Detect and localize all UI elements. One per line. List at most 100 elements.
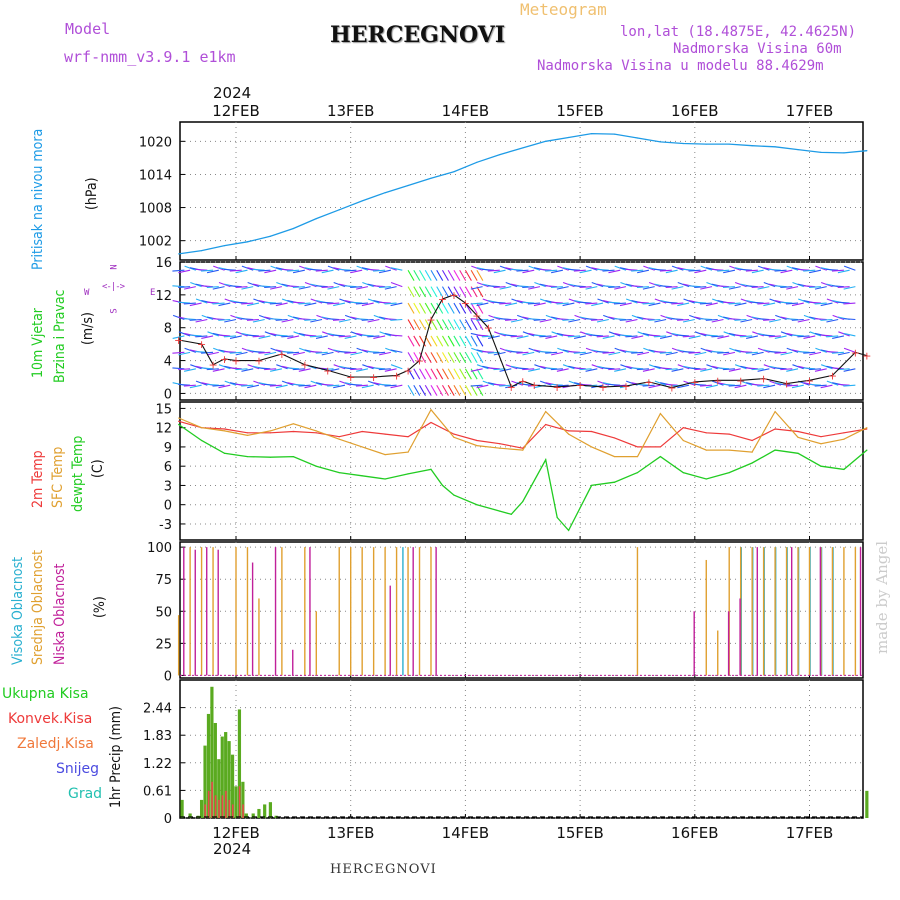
wind-barb [321,301,334,304]
wind-speed-line-point [407,369,409,372]
wind-barb [831,351,844,354]
wind-barb [476,269,484,281]
wind-speed-line-point [395,374,398,376]
wind-barb [407,352,415,364]
wind-barb [705,318,718,321]
wind-barb [304,302,317,307]
wind-barb [327,286,340,290]
wind-barb [464,269,472,281]
temp2m-line-point [499,443,501,445]
wind-barb [843,318,856,321]
wind-barb [441,319,449,331]
wind-barb [246,318,259,321]
wind-barb [350,351,363,356]
wind-barb [728,318,741,321]
wind-barb [596,335,609,338]
precip-frame [179,679,864,819]
wind-speed-line-point [200,343,203,345]
precip-conv-bar [221,795,224,818]
wind-barb [522,383,535,386]
precip-total-bar [865,790,869,818]
temp2m-line-point [728,433,730,435]
wind-barb [654,318,667,323]
wind-barb [270,286,282,290]
wind-barb [843,332,856,337]
wind-barb [499,368,512,372]
wind-barb [178,286,191,289]
pressure-line-point [269,235,272,237]
wind-speed-line-point [717,379,719,381]
wind-barb [791,384,804,389]
wind-barb [619,318,632,321]
wind-barb [470,368,483,372]
precip-total-bar [188,813,192,818]
wind-barb [235,368,248,371]
wind-barb [579,351,592,356]
wind-barb [258,335,271,339]
wind-barb [757,302,770,305]
wind-barb [223,350,237,353]
wind-barb [688,285,701,288]
wind-gust-mark: + [231,355,240,368]
wind-gust-mark: + [782,378,791,391]
temp2m-line-point [613,437,616,439]
wind-barb [470,384,478,396]
wind-speed-line-point [808,379,811,381]
wind-barb [229,269,242,272]
wind-speed-line-point [625,385,627,387]
precip-total-bar [199,799,204,818]
wind-barb [189,384,202,389]
wind-barb [780,383,793,386]
y-tick-label: 6 [164,460,172,475]
wind-barb [723,269,736,274]
wind-barb [843,368,856,372]
wind-barb [694,269,707,274]
wind-barb [809,269,822,274]
wind-barb [476,318,489,321]
wind-barb [768,350,781,353]
wind-barb [355,384,368,387]
wind-barb [195,350,208,353]
y-tick-label: 3 [164,479,172,494]
wind-barb [596,268,609,271]
wind-barb [315,269,328,272]
precip-total-bar [234,786,238,818]
wind-barb [539,335,552,338]
wind-barb [660,335,672,339]
wind-barb [551,269,564,274]
wind-barb [424,368,432,380]
wind-barb [659,367,672,370]
model-elevation-label: Nadmorska Visina u modelu 88.4629m [537,58,824,74]
wind-barb [585,286,598,290]
temp2m-line-point [866,428,868,430]
wind-barb [527,302,540,305]
wind-barb [258,269,271,272]
wind-barb [321,269,334,274]
wind-barb [487,335,500,339]
wind-barb [470,286,483,290]
wind-barb [516,367,529,370]
dewpt-line-point [223,452,226,454]
wind-barb [757,286,770,290]
wind-barb [528,368,541,372]
wind-barb [826,335,839,338]
wind-barb [837,286,850,289]
wind-barb [579,301,592,304]
wind-barb [505,318,518,321]
wind-barb [740,318,753,323]
wind-gust-mark: + [644,376,653,389]
wind-barb [659,285,672,288]
temp2m-line-point [430,421,432,424]
day-axis-labels: 12FEB 12FEB 13FEB 13FEB 14FEB 14FEB 15FEB 15FEB… [212,102,833,842]
wind-barb [453,384,461,396]
pressure-line-point [797,149,799,151]
wind-barb [556,318,569,321]
dewpt-line-point [178,423,180,426]
wind-barb [350,383,363,386]
wind-barb [252,318,265,323]
wind-speed-line-point [235,359,237,362]
wind-barb [774,285,787,288]
wind-barb [814,286,827,290]
top-year: 2024 [213,84,252,102]
wind-barb [413,269,421,281]
